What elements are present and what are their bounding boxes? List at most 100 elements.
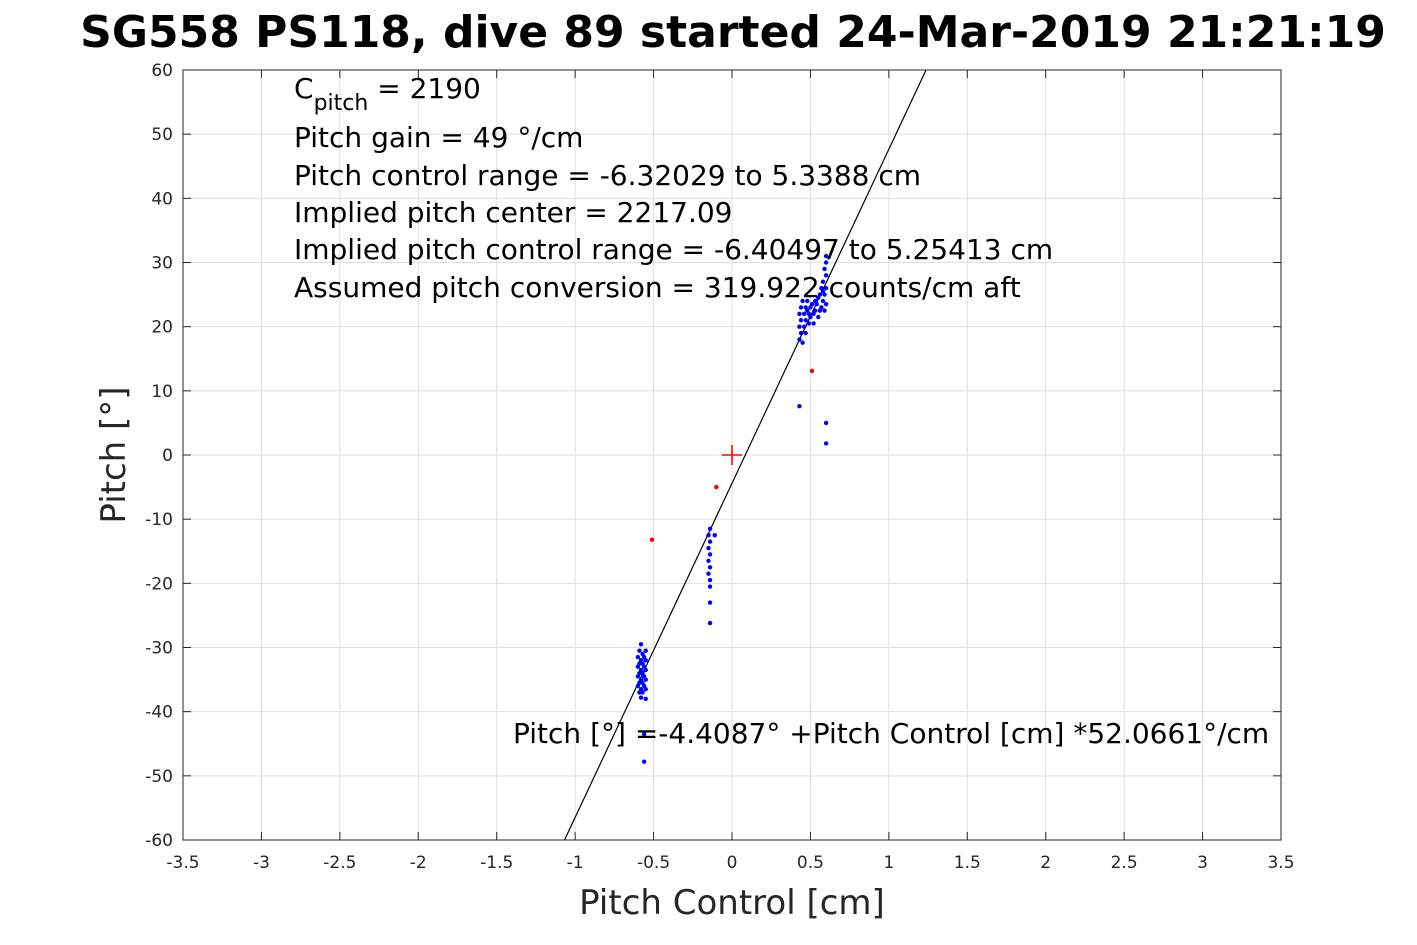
inlier-point [816,314,821,320]
inlier-point [811,321,816,326]
outlier-point [809,368,815,374]
inlier-point [798,305,804,310]
inlier-point [706,533,711,538]
inlier-point [707,539,713,544]
inlier-point [803,318,808,323]
inlier-point [800,340,805,345]
inlier-point [712,533,717,538]
inlier-point [820,279,826,284]
inlier-point [823,285,829,291]
inlier-point [822,308,827,313]
inlier-point [707,565,713,570]
inlier-point [640,690,645,695]
y-tick-label: -10 [145,510,173,530]
inlier-point [706,558,711,564]
inlier-point [805,308,810,313]
cpitch-base: C [294,72,314,105]
inlier-point [797,337,802,342]
inlier-point [820,289,826,294]
x-tick-label: -0.5 [637,853,670,873]
inlier-point [812,308,818,313]
inlier-point [819,305,824,310]
x-tick-label: 2.5 [1111,853,1138,873]
cpitch-value: = 2190 [368,72,481,105]
x-tick-label: -2.5 [323,853,356,873]
inlier-point [797,311,802,317]
x-tick-label: -1.5 [480,853,513,873]
inlier-point [643,677,648,682]
implied-center-annotation: Implied pitch center = 2217.09 [294,196,732,229]
inlier-point [820,298,826,304]
y-tick-label: -30 [145,639,173,659]
inlier-point [643,648,648,653]
y-tick-label: 50 [151,125,173,145]
inlier-point [707,584,713,589]
y-tick-label: 60 [151,61,173,81]
x-axis-label: Pitch Control [cm] [579,883,885,923]
inlier-point [706,545,711,551]
inlier-point [823,420,829,426]
inlier-point [806,321,812,326]
fit-equation-annotation: Pitch [°] =-4.4087° +Pitch Control [cm] … [513,717,1269,750]
inlier-point [635,654,641,660]
inlier-point [805,298,810,304]
fit-line [563,69,927,841]
x-tick-label: -1 [567,853,584,873]
x-tick-label: 3.5 [1267,853,1294,873]
y-axis-label: Pitch [°] [94,386,134,523]
center-marker-layer [722,445,742,465]
y-axis-ticks: -60 -50 -40 -30 -20 -10 0 10 20 30 40 50 60 [145,61,1281,851]
inlier-point [801,311,807,317]
y-tick-label: 30 [151,254,173,274]
inlier-point [638,695,644,700]
cpitch-annotation: Cpitch = 2190 [294,72,481,116]
control-range-annotation: Pitch control range = -6.32029 to 5.3388… [294,159,921,192]
outlier-point [649,537,655,542]
x-tick-label: -3.5 [166,853,199,873]
inlier-point [823,260,829,265]
inlier-point [812,298,818,304]
inlier-point [798,330,804,336]
inlier-point [638,642,644,647]
y-tick-label: 0 [162,446,173,466]
x-tick-label: 1 [883,853,894,873]
conversion-annotation: Assumed pitch conversion = 319.922 count… [294,271,1021,304]
data-points-layer [635,253,829,764]
inlier-point [643,687,648,692]
inlier-point [707,552,713,557]
y-tick-label: -60 [145,831,173,851]
inlier-point [822,266,827,272]
inlier-point [643,696,648,702]
x-tick-label: 0 [727,853,738,873]
y-tick-label: 10 [151,382,173,402]
x-tick-label: -2 [410,853,427,873]
inlier-point [706,571,711,576]
y-tick-label: -40 [145,703,173,723]
inlier-point [635,674,641,679]
inlier-point [707,600,713,605]
inlier-point [823,302,829,307]
x-tick-label: 3 [1197,853,1208,873]
inlier-point [641,759,647,764]
chart-title: SG558 PS118, dive 89 started 24-Mar-2019… [80,7,1386,58]
inlier-point [707,526,713,531]
inlier-point [823,273,829,278]
inlier-point [803,330,808,336]
inlier-point [707,577,713,583]
outlier-point [714,484,719,490]
x-tick-label: 2 [1040,853,1051,873]
y-tick-label: 40 [151,189,173,209]
inlier-point [809,302,815,307]
inlier-point [643,667,648,673]
x-tick-label: 0.5 [797,853,824,873]
inlier-point [637,648,642,653]
inlier-point [797,404,802,409]
y-tick-label: 20 [151,318,173,338]
inlier-point [798,318,804,323]
implied-range-annotation: Implied pitch control range = -6.40497 t… [294,233,1053,266]
inlier-point [800,298,805,304]
y-tick-label: -20 [145,574,173,594]
inlier-point [823,441,829,446]
cpitch-subscript: pitch [314,91,369,116]
